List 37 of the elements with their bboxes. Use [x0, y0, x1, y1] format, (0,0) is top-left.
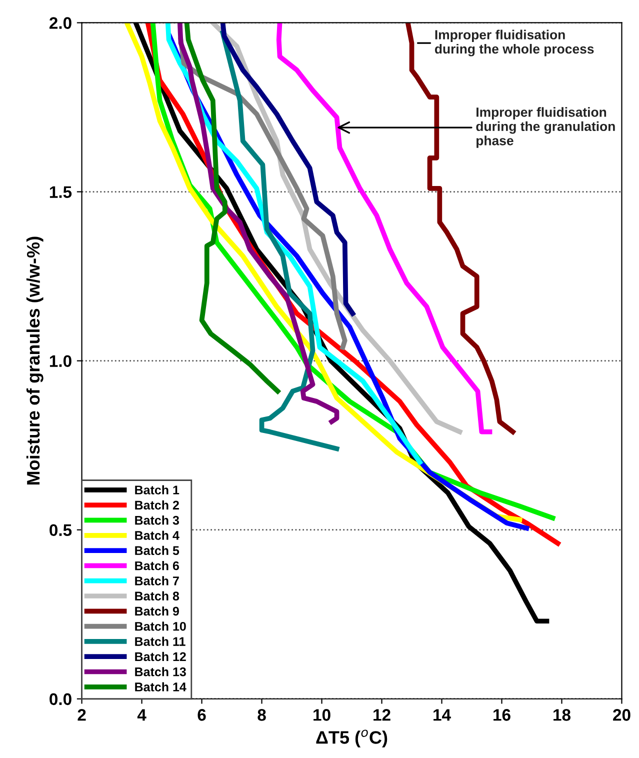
x-tick-label: 12: [374, 709, 390, 721]
y-tick-label: 2.0: [49, 17, 72, 29]
legend-label: Batch 11: [135, 636, 186, 646]
x-tick-label: 18: [554, 709, 571, 721]
x-tick-label: 14: [434, 709, 451, 721]
y-axis-title: Moisture of granules (w/w-%): [26, 236, 44, 484]
line-series: [177, 22, 340, 424]
x-axis-title: ΔT5 ($^{o}$C): [316, 730, 388, 748]
legend-label: Batch 12: [135, 652, 186, 662]
legend-label: Batch 10: [135, 622, 186, 631]
y-tick-label: 1.5: [50, 186, 72, 198]
line-series: [184, 22, 280, 394]
y-tick-label: 1.0: [50, 355, 72, 368]
x-tick-label: 10: [314, 709, 330, 721]
x-tick-label: 20: [613, 709, 630, 721]
legend-label: Batch 4: [135, 530, 180, 540]
x-tick-label: 4: [137, 709, 146, 721]
x-tick-label: 2: [78, 709, 86, 721]
legend-label: Batch 14: [135, 682, 186, 692]
y-tick-label: 0.0: [50, 693, 72, 706]
x-tick-label: 8: [258, 709, 266, 721]
legend-label: Batch 8: [135, 591, 180, 600]
annotation: Improper fluidisation during the whole process: [434, 30, 594, 56]
x-tick-label: 6: [198, 709, 206, 721]
legend-label: Batch 9: [135, 606, 179, 616]
legend-label: Batch 7: [135, 576, 179, 586]
x-tick-label: 16: [494, 709, 510, 721]
legend-label: Batch 2: [135, 500, 179, 510]
annotation: Improper fluidisation during the granulation phase: [476, 107, 615, 148]
legend-label: Batch 3: [135, 516, 179, 525]
legend-label: Batch 6: [135, 561, 179, 570]
line-series: [220, 30, 340, 452]
y-tick-label: 0.5: [50, 524, 72, 536]
legend-label: Batch 5: [135, 546, 180, 556]
legend-label: Batch 1: [135, 485, 180, 494]
line-series: [220, 22, 356, 316]
legend-label: Batch 13: [135, 667, 186, 676]
